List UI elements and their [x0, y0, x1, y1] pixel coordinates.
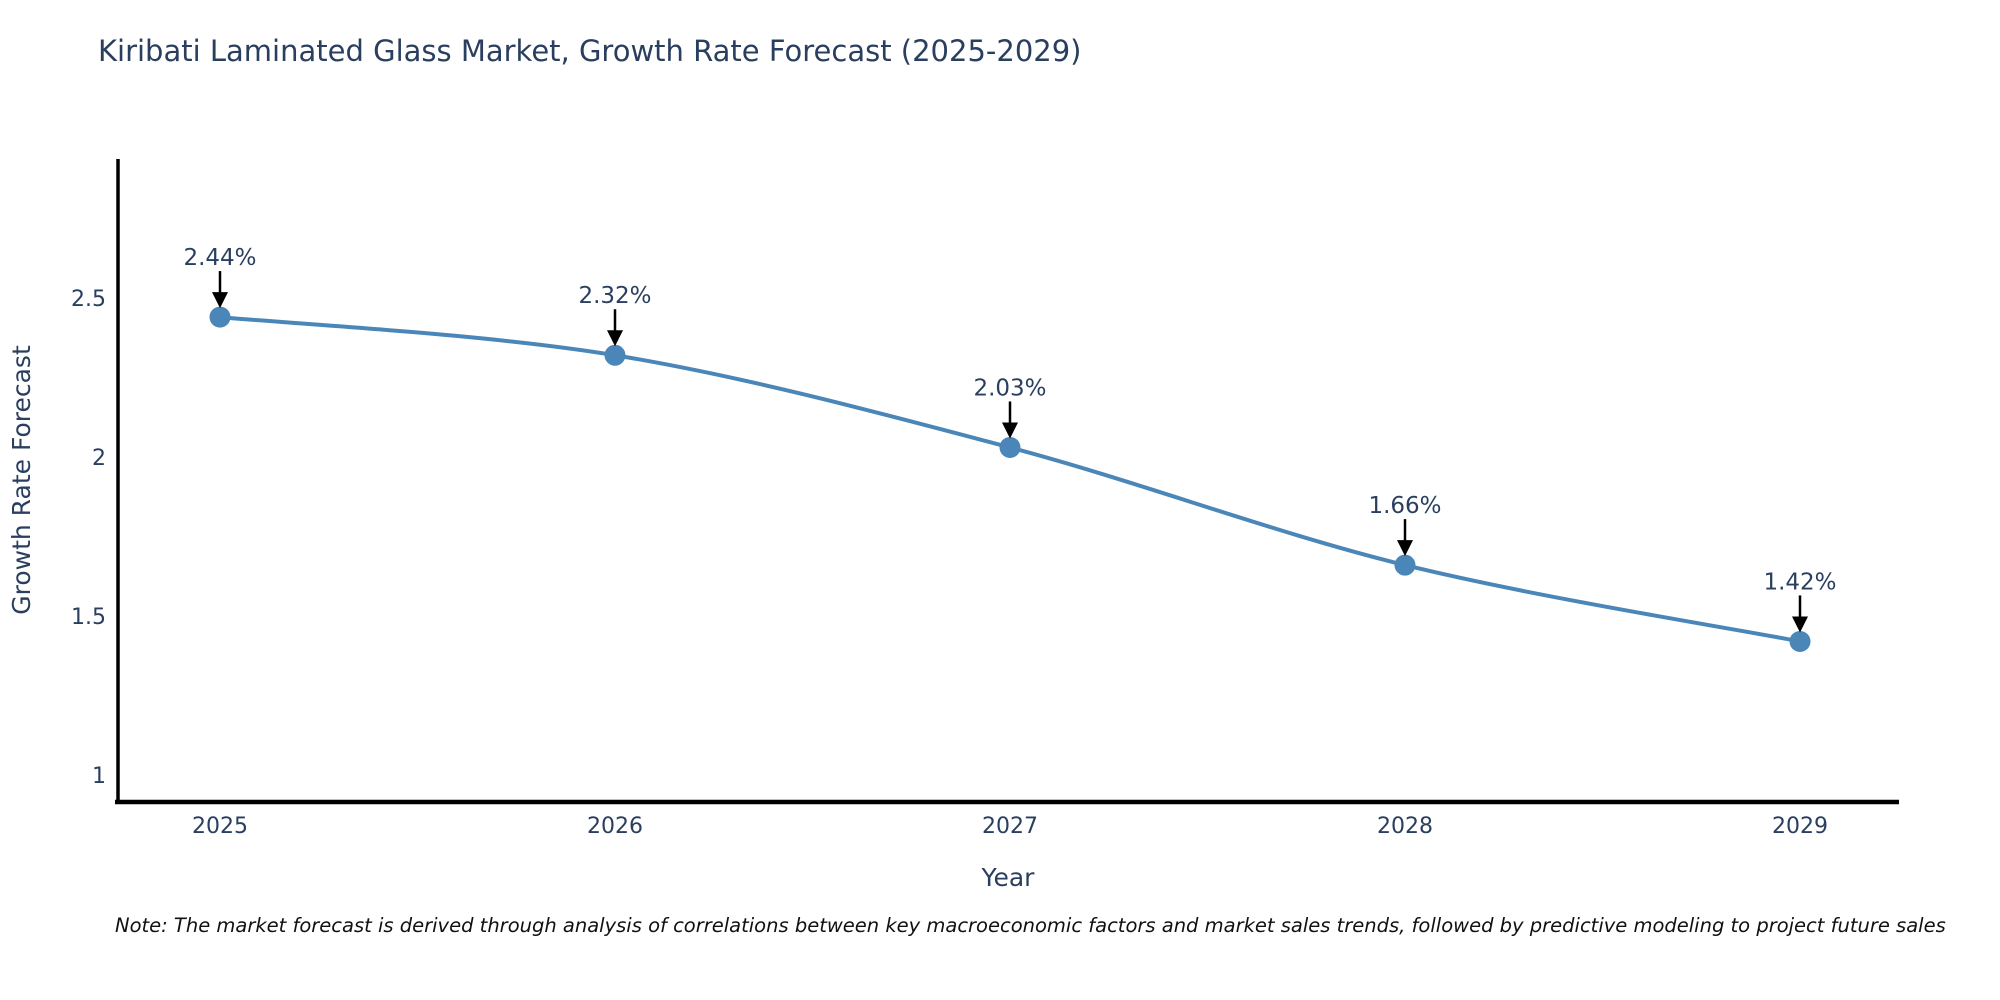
y-axis-title: Growth Rate Forecast [7, 345, 36, 615]
annotation-arrowhead-icon [607, 330, 623, 347]
data-point-marker [209, 306, 231, 328]
x-tick-label: 2025 [192, 814, 248, 839]
point-value-label: 2.03% [973, 375, 1046, 401]
data-point-marker [604, 344, 626, 366]
annotation-arrowhead-icon [1002, 422, 1018, 439]
point-value-label: 2.32% [578, 283, 651, 309]
annotation-arrowhead-icon [1397, 540, 1413, 557]
x-tick-label: 2029 [1772, 814, 1828, 839]
data-point-marker [999, 436, 1021, 458]
annotation-arrowhead-icon [212, 292, 228, 309]
y-tick-label: 2 [92, 446, 106, 471]
footnote: Note: The market forecast is derived thr… [115, 914, 1946, 937]
x-axis-title: Year [981, 863, 1036, 892]
chart-title: Kiribati Laminated Glass Market, Growth … [98, 34, 1082, 68]
x-tick-label: 2028 [1377, 814, 1433, 839]
y-tick-label: 2.5 [71, 287, 106, 312]
data-point-marker [1394, 554, 1416, 576]
annotation-arrowhead-icon [1792, 616, 1808, 633]
y-tick-label: 1 [92, 764, 106, 789]
x-tick-label: 2026 [587, 814, 643, 839]
point-value-label: 1.66% [1368, 493, 1441, 519]
x-tick-label: 2027 [982, 814, 1038, 839]
y-tick-label: 1.5 [71, 605, 106, 630]
data-point-marker [1789, 630, 1811, 652]
series-line [218, 315, 1802, 644]
point-value-label: 1.42% [1763, 569, 1836, 595]
point-value-label: 2.44% [183, 245, 256, 271]
